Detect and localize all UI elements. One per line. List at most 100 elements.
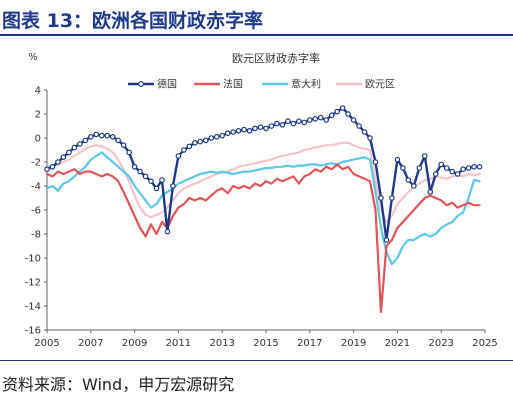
data-point-germany bbox=[192, 140, 198, 146]
data-point-germany bbox=[213, 134, 220, 140]
data-point-germany bbox=[109, 134, 116, 140]
x-tick-label: 2015 bbox=[253, 338, 278, 349]
data-point-germany bbox=[411, 183, 417, 189]
data-point-germany bbox=[350, 117, 357, 123]
y-tick-label: -2 bbox=[31, 158, 41, 169]
data-point-germany bbox=[197, 138, 204, 145]
data-point-germany bbox=[60, 154, 67, 161]
data-point-germany bbox=[164, 228, 171, 235]
data-point-germany bbox=[126, 149, 132, 156]
data-point-germany bbox=[339, 105, 346, 111]
data-point-germany bbox=[285, 118, 291, 125]
legend-label-eurozone: 欧元区 bbox=[365, 79, 395, 91]
data-point-germany bbox=[378, 195, 384, 201]
series-line-eurozone bbox=[45, 141, 481, 224]
data-point-germany bbox=[159, 177, 165, 183]
x-tick-label: 2007 bbox=[78, 338, 103, 349]
data-point-germany bbox=[148, 178, 154, 185]
data-point-germany bbox=[465, 165, 472, 171]
data-point-germany bbox=[77, 141, 83, 147]
data-point-germany bbox=[257, 124, 264, 131]
data-point-germany bbox=[317, 114, 324, 121]
chart-title: 欧元区财政赤字率 bbox=[232, 51, 320, 65]
data-point-germany bbox=[55, 159, 61, 165]
data-point-germany bbox=[432, 171, 439, 177]
data-point-germany bbox=[443, 165, 450, 171]
x-tick-label: 2005 bbox=[34, 338, 59, 349]
data-point-germany bbox=[181, 147, 187, 153]
data-point-germany bbox=[383, 237, 390, 243]
data-point-germany bbox=[93, 131, 100, 138]
data-point-germany bbox=[219, 132, 226, 139]
footer-rule bbox=[0, 360, 513, 361]
report-header: 图表 13：欧洲各国财政赤字率 bbox=[0, 0, 513, 36]
legend-marker-germany bbox=[138, 80, 145, 87]
legend-label-germany: 德国 bbox=[157, 78, 177, 91]
y-tick-label: -10 bbox=[25, 254, 41, 265]
y-tick-label: -4 bbox=[31, 182, 41, 193]
x-tick-label: 2013 bbox=[209, 338, 234, 349]
data-point-germany bbox=[241, 126, 247, 133]
data-point-germany bbox=[170, 183, 176, 189]
source-note: 资料来源：Wind，申万宏源研究 bbox=[2, 375, 235, 394]
y-tick-label: -12 bbox=[25, 278, 41, 289]
data-point-germany bbox=[427, 189, 434, 195]
data-point-germany bbox=[323, 117, 330, 123]
data-point-germany bbox=[312, 116, 319, 122]
x-tick-label: 2019 bbox=[341, 338, 366, 349]
header-rule bbox=[0, 34, 513, 36]
data-point-germany bbox=[449, 168, 455, 175]
y-axis-unit: % bbox=[28, 52, 38, 63]
data-point-germany bbox=[460, 166, 466, 173]
data-point-germany bbox=[301, 119, 308, 126]
data-point-germany bbox=[263, 125, 269, 132]
data-point-germany bbox=[246, 128, 253, 134]
data-point-germany bbox=[186, 143, 193, 150]
legend-label-france: 法国 bbox=[223, 78, 243, 91]
data-point-germany bbox=[44, 166, 50, 173]
data-point-germany bbox=[454, 171, 461, 177]
data-point-germany bbox=[235, 128, 242, 134]
data-point-germany bbox=[367, 135, 373, 141]
y-tick-label: -8 bbox=[31, 230, 41, 241]
data-point-germany bbox=[49, 164, 56, 170]
data-point-germany bbox=[131, 164, 138, 170]
x-tick-label: 2011 bbox=[166, 338, 191, 349]
data-point-germany bbox=[296, 118, 302, 125]
data-point-germany bbox=[279, 122, 286, 128]
legend-label-italy: 意大利 bbox=[291, 78, 321, 91]
data-point-germany bbox=[290, 120, 297, 127]
data-point-germany bbox=[120, 142, 127, 149]
x-tick-label: 2017 bbox=[297, 338, 322, 349]
data-point-germany bbox=[389, 195, 395, 201]
x-tick-label: 2025 bbox=[472, 338, 497, 349]
data-point-germany bbox=[104, 132, 111, 139]
data-point-germany bbox=[394, 156, 401, 163]
data-point-germany bbox=[268, 123, 275, 129]
data-point-germany bbox=[208, 135, 215, 141]
data-point-germany bbox=[66, 149, 72, 156]
data-point-germany bbox=[82, 137, 89, 144]
x-tick-label: 2009 bbox=[122, 338, 147, 349]
data-point-germany bbox=[356, 123, 362, 129]
data-point-germany bbox=[400, 165, 406, 171]
y-tick-label: -16 bbox=[25, 326, 41, 337]
data-point-germany bbox=[153, 185, 160, 192]
data-point-germany bbox=[88, 134, 94, 140]
figure-title: 图表 13：欧洲各国财政赤字率 bbox=[2, 10, 264, 32]
data-point-germany bbox=[361, 129, 368, 135]
data-point-germany bbox=[274, 120, 280, 127]
data-point-germany bbox=[345, 111, 351, 117]
data-point-germany bbox=[416, 165, 423, 171]
y-tick-label: 0 bbox=[35, 134, 41, 145]
data-point-germany bbox=[252, 125, 258, 132]
data-point-germany bbox=[137, 168, 143, 175]
data-point-germany bbox=[476, 164, 483, 170]
data-point-germany bbox=[328, 112, 335, 119]
data-point-germany bbox=[175, 153, 182, 159]
data-point-germany bbox=[334, 108, 340, 115]
data-point-germany bbox=[115, 137, 121, 144]
series-line-france bbox=[45, 163, 481, 314]
data-point-germany bbox=[372, 159, 379, 165]
